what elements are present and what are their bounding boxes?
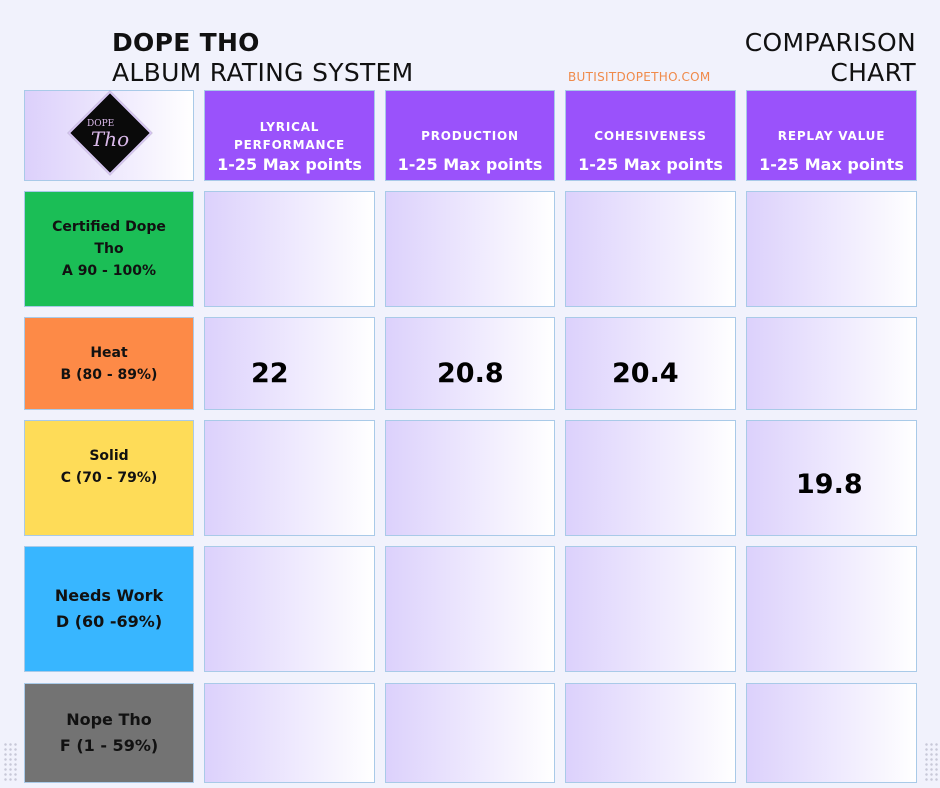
score-cell (385, 683, 555, 783)
grade-label-line1: Nope Tho (66, 710, 152, 729)
logo-small-text: DOPE (87, 119, 115, 129)
dot-pattern-right (924, 742, 938, 782)
score-cell-heat-production: 20.8 (385, 317, 555, 410)
grade-label-line2: C (70 - 79%) (60, 470, 158, 486)
score-cell-solid-replay: 19.8 (746, 420, 917, 536)
score-cell (565, 683, 736, 783)
header-replay-value: REPLAY VALUE 1-25 Max points (746, 90, 917, 181)
header-points: 1-25 Max points (217, 155, 362, 174)
grade-label-line2: B (80 - 89%) (60, 366, 158, 383)
title-right: COMPARISON CHART (656, 28, 916, 88)
score-cell (565, 420, 736, 536)
grade-nope-tho: Nope Tho F (1 - 59%) (24, 683, 194, 783)
grade-label-line2: D (60 -69%) (55, 612, 163, 631)
score-cell (746, 191, 917, 307)
title-right-line2: CHART (830, 58, 916, 87)
grade-label-line2: Tho (94, 241, 124, 257)
title-sub: ALBUM RATING SYSTEM (112, 58, 414, 87)
header-points: 1-25 Max points (759, 155, 904, 174)
score-cell (746, 546, 917, 672)
grade-heat: Heat B (80 - 89%) (24, 317, 194, 410)
score-cell (746, 317, 917, 410)
score-cell (565, 191, 736, 307)
header-production: PRODUCTION 1-25 Max points (385, 90, 555, 181)
logo-script-text: Tho (90, 127, 130, 151)
header-cohesiveness: COHESIVENESS 1-25 Max points (565, 90, 736, 181)
title-main: DOPE THO (112, 28, 260, 57)
score-cell (204, 683, 375, 783)
header-points: 1-25 Max points (578, 155, 723, 174)
score-cell (204, 546, 375, 672)
dot-pattern-left (3, 742, 17, 782)
score-cell-heat-lyrical: 22 (204, 317, 375, 410)
score-cell (746, 683, 917, 783)
title-right-line1: COMPARISON (744, 28, 916, 57)
grade-solid: Solid C (70 - 79%) (24, 420, 194, 536)
header-label-line1: COHESIVENESS (594, 129, 707, 143)
score-cell (204, 420, 375, 536)
grade-label-line2: F (1 - 59%) (59, 736, 159, 755)
header-label-line1: REPLAY VALUE (777, 129, 886, 143)
score-value: 22 (251, 358, 289, 389)
grade-certified-dope-tho: Certified Dope Tho A 90 - 100% (24, 191, 194, 307)
grade-label-line1: Heat (90, 344, 128, 361)
grade-label-line3: A 90 - 100% (61, 263, 156, 279)
score-value: 19.8 (796, 469, 863, 500)
grade-label-line1: Solid (89, 448, 129, 464)
header-points: 1-25 Max points (397, 155, 543, 174)
score-cell (565, 546, 736, 672)
score-value: 20.8 (437, 358, 504, 389)
score-cell-heat-cohesiveness: 20.4 (565, 317, 736, 410)
header-lyrical-performance: LYRICAL PERFORMANCE 1-25 Max points (204, 90, 375, 181)
score-cell (385, 191, 555, 307)
grade-label-line1: Certified Dope (52, 219, 166, 235)
score-cell (385, 546, 555, 672)
score-value: 20.4 (612, 358, 679, 389)
header-label-line1: PRODUCTION (421, 129, 519, 143)
grade-needs-work: Needs Work D (60 -69%) (24, 546, 194, 672)
score-cell (204, 191, 375, 307)
grade-label-line1: Needs Work (54, 586, 164, 605)
logo-cell: DOPE Tho (24, 90, 194, 181)
website-link[interactable]: BUTISITDOPETHO.COM (568, 70, 711, 84)
header-label-line2: PERFORMANCE (234, 138, 345, 152)
header-label-line1: LYRICAL (259, 120, 320, 134)
score-cell (385, 420, 555, 536)
